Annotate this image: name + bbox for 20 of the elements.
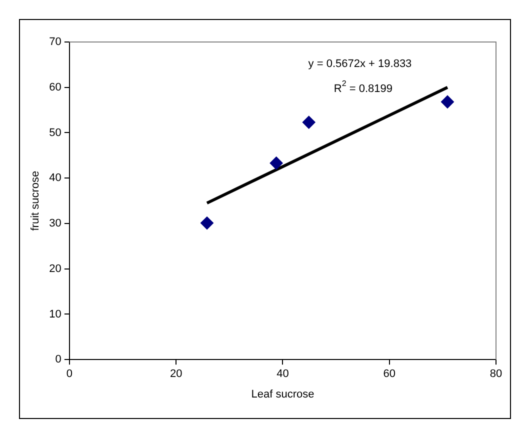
y-tick-label: 30	[49, 218, 62, 230]
x-tick-label: 80	[490, 368, 502, 380]
x-tick-label: 0	[66, 368, 72, 380]
x-axis-title: Leaf sucrose	[251, 388, 314, 400]
y-tick-label: 60	[49, 81, 62, 94]
point	[440, 95, 454, 108]
point	[302, 116, 316, 129]
x-tick-label: 40	[276, 368, 289, 380]
point	[200, 216, 214, 230]
annotation: y = 0.5672x + 19.833	[308, 58, 412, 70]
y-tick-label: 40	[49, 172, 62, 184]
y-tick-label: 50	[49, 126, 62, 139]
y-tick-label: 70	[49, 36, 62, 48]
y-tick-label: 20	[49, 262, 62, 275]
point	[270, 156, 283, 170]
y-tick-label: 10	[49, 308, 62, 320]
x-tick-label: 60	[383, 368, 396, 380]
y-axis-title: fruit sucrose	[30, 170, 42, 231]
x-tick-label: 20	[170, 368, 182, 380]
y-tick-label: 0	[55, 354, 62, 366]
